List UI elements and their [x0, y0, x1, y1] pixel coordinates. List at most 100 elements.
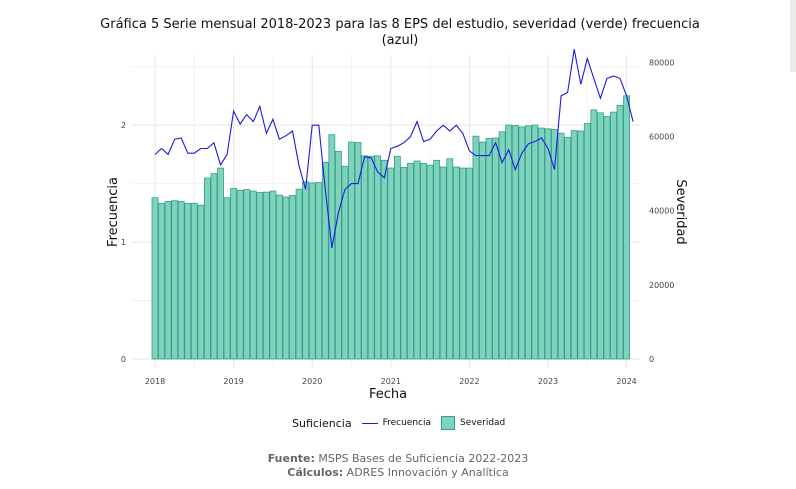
severidad-bar [485, 138, 493, 360]
severidad-bar [597, 112, 604, 360]
severidad-bar [426, 164, 434, 360]
x-tick-label: 2018 [145, 377, 165, 386]
severidad-bar [479, 141, 486, 360]
severidad-bar [282, 196, 290, 360]
severidad-bar [407, 162, 414, 360]
x-axis-title: Fecha [369, 387, 407, 402]
footer-source: Fuente: MSPS Bases de Suficiencia 2022-2… [0, 452, 796, 465]
y-right-tick-label: 0 [649, 355, 654, 364]
severidad-bar [452, 166, 460, 360]
severidad-bar [164, 201, 172, 360]
severidad-bar [348, 141, 355, 360]
severidad-bar [177, 201, 185, 360]
severidad-bar [538, 127, 545, 360]
severidad-bar [302, 181, 310, 360]
severidad-bar [151, 197, 159, 360]
y-right-tick-label: 60000 [649, 133, 674, 142]
y-left-tick-label: 1 [121, 238, 126, 247]
legend-label-frecuencia: Frecuencia [382, 418, 431, 428]
severidad-bar [564, 136, 572, 360]
severidad-bar [413, 160, 421, 360]
frecuencia-line [154, 49, 634, 249]
severidad-bar [505, 124, 513, 360]
severidad-bar [243, 189, 251, 360]
legend-bar-swatch [441, 416, 455, 430]
y-left-tick-label: 2 [121, 121, 126, 130]
severidad-bar [420, 162, 427, 360]
y-right-axis-title: Severidad [673, 179, 688, 244]
severidad-bar [217, 167, 224, 360]
severidad-bar [498, 131, 506, 360]
severidad-bar [459, 167, 467, 360]
severidad-bar [184, 202, 192, 360]
severidad-bar [249, 190, 257, 360]
severidad-bar [171, 200, 179, 360]
severidad-bar [367, 155, 375, 360]
severidad-bar [361, 155, 369, 360]
footer-calc-label: Cálculos: [287, 466, 344, 479]
y-left-tick-label: 0 [121, 355, 126, 364]
severidad-bar [210, 173, 218, 360]
x-tick-label: 2022 [459, 377, 479, 386]
x-tick-label: 2020 [302, 377, 322, 386]
severidad-bar [334, 150, 342, 360]
severidad-bar [511, 125, 519, 360]
severidad-bar [577, 130, 585, 360]
severidad-bar [315, 182, 323, 360]
y-left-axis-title: Frecuencia [106, 177, 121, 247]
legend-line-swatch [361, 422, 378, 424]
severidad-bar [276, 194, 283, 360]
legend-label-severidad: Severidad [460, 418, 506, 428]
severidad-bar [387, 167, 395, 360]
severidad-bar [321, 162, 329, 360]
x-tick-label: 2021 [381, 377, 401, 386]
severidad-bar [223, 197, 231, 360]
severidad-bar [610, 111, 617, 360]
severidad-bar [190, 202, 198, 360]
severidad-bar [583, 123, 591, 360]
legend: Suficiencia Frecuencia Severidad [292, 412, 505, 434]
severidad-bar [616, 105, 624, 360]
footer-source-text: MSPS Bases de Suficiencia 2022-2023 [314, 452, 529, 465]
footer-calculos: Cálculos: ADRES Innovación y Analítica [0, 466, 796, 479]
severidad-bar [492, 137, 500, 360]
x-tick-label: 2019 [223, 377, 243, 386]
severidad-bar [295, 188, 303, 360]
severidad-bar [256, 192, 264, 360]
severidad-bar [354, 142, 362, 360]
y-right-tick-label: 20000 [649, 281, 674, 290]
y-right-tick-label: 80000 [649, 58, 674, 67]
severidad-bar [236, 189, 244, 360]
severidad-bar [230, 188, 238, 360]
severidad-bar [557, 132, 565, 360]
chart-title: Gráfica 5 Serie mensual 2018-2023 para l… [100, 17, 700, 48]
side-strip [790, 0, 796, 72]
severidad-bar [590, 109, 598, 360]
severidad-bar [197, 204, 205, 360]
severidad-bar [380, 159, 388, 360]
severidad-bar [544, 128, 552, 360]
severidad-bar [289, 195, 296, 360]
severidad-bar [393, 155, 401, 360]
severidad-bar [203, 177, 211, 360]
severidad-bar [531, 124, 539, 360]
severidad-bar [472, 135, 480, 360]
severidad-bar [446, 158, 454, 360]
severidad-bar [158, 202, 165, 360]
severidad-bar [623, 95, 630, 360]
x-tick-label: 2023 [538, 377, 558, 386]
footer-source-label: Fuente: [267, 452, 315, 465]
severidad-bar [269, 190, 277, 360]
severidad-bar [341, 165, 349, 360]
x-tick-label: 2024 [616, 377, 636, 386]
legend-title: Suficiencia [292, 416, 352, 430]
severidad-bar [465, 167, 473, 360]
y-right-tick-label: 40000 [649, 207, 674, 216]
severidad-bar [603, 116, 611, 360]
severidad-bar [433, 159, 441, 360]
severidad-bar [262, 191, 270, 360]
severidad-bar [374, 155, 382, 360]
severidad-bar [518, 126, 526, 360]
footer-calc-text: ADRES Innovación y Analítica [343, 466, 509, 479]
